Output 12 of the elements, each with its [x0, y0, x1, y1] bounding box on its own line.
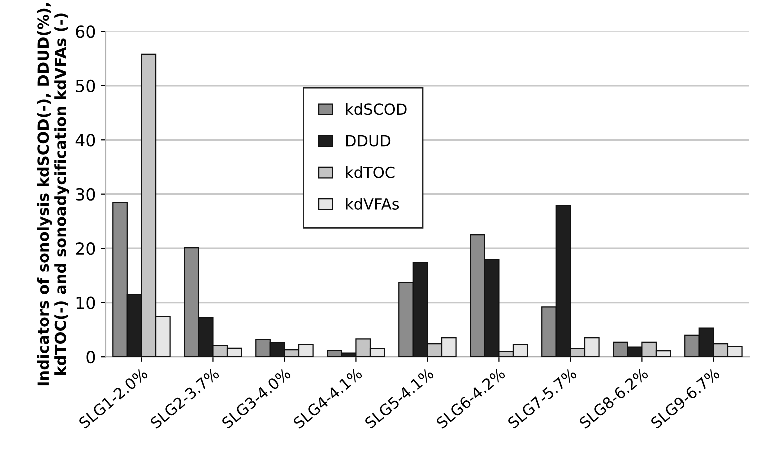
y-axis-title: Indicators of sonolysis kdSCOD(-), DDUD(%), kdTOC(-) and sonoadycification kdVFAs (-): [37, 3, 70, 386]
legend-label: kdTOC: [346, 166, 395, 178]
legend-label: DDUD: [346, 135, 391, 147]
y-tick-label: 60: [76, 26, 96, 38]
legend-label: kdSCOD: [346, 103, 407, 116]
y-tick-label: 0: [86, 351, 96, 364]
y-tick-label: 20: [76, 242, 96, 256]
y-tick-label: 40: [76, 134, 96, 147]
y-tick-label: 10: [76, 296, 96, 310]
legend-label: kdVFAs: [346, 198, 400, 210]
y-tick-label: 50: [76, 80, 96, 92]
y-tick-label: 30: [76, 188, 96, 201]
